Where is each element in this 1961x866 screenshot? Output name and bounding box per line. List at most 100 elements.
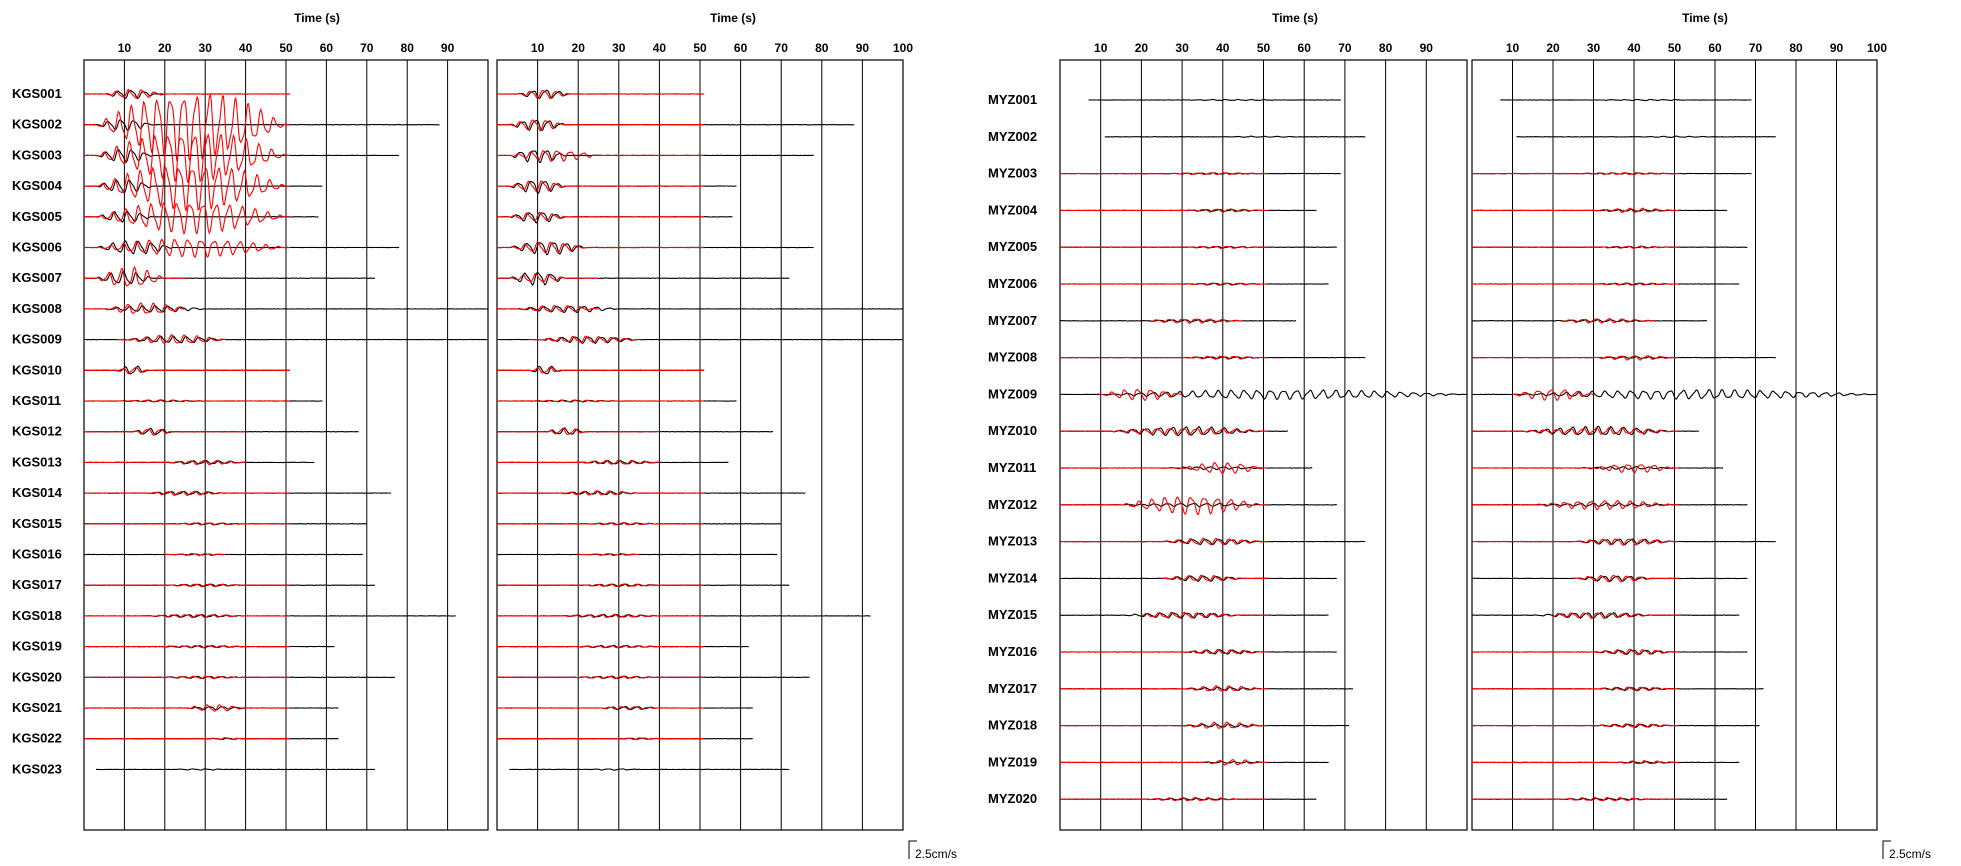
scale-label: 2.5cm/s	[915, 847, 957, 861]
observed-trace	[84, 335, 489, 344]
synthetic-trace	[84, 614, 290, 619]
observed-trace	[84, 240, 400, 255]
x-tick-label: 60	[1708, 41, 1722, 55]
observed-trace	[1059, 575, 1337, 582]
synthetic-trace	[1059, 537, 1268, 546]
synthetic-trace	[83, 399, 291, 403]
x-tick-label: 70	[775, 41, 789, 55]
x-tick-label: 80	[1789, 41, 1803, 55]
observed-trace	[496, 242, 814, 256]
station-label: MYZ007	[988, 313, 1037, 328]
synthetic-trace	[1471, 499, 1679, 511]
station-label: MYZ013	[988, 534, 1037, 549]
observed-trace	[1471, 319, 1707, 323]
station-label: KGS004	[12, 178, 63, 193]
x-tick-label: 70	[1749, 41, 1763, 55]
observed-trace	[1088, 98, 1341, 102]
x-tick-label: 50	[1668, 41, 1682, 55]
synthetic-trace	[1161, 574, 1268, 582]
observed-trace	[84, 304, 489, 313]
synthetic-trace	[1060, 685, 1268, 692]
synthetic-trace	[83, 522, 291, 526]
observed-trace	[1059, 612, 1329, 619]
synthetic-trace	[496, 150, 705, 162]
synthetic-trace	[1471, 723, 1679, 728]
x-tick-label: 50	[1257, 41, 1271, 55]
station-label: MYZ008	[988, 350, 1037, 365]
x-tick-label: 70	[360, 41, 374, 55]
synthetic-trace	[497, 272, 599, 283]
station-label: KGS009	[12, 332, 62, 347]
synthetic-trace	[497, 304, 599, 313]
station-label: KGS006	[12, 240, 62, 255]
panel-myz-left: Time (s) 10 20 30 40 50 60 70 80 90 MYZ001 MYZ002 MY…	[988, 11, 1468, 831]
station-label: KGS008	[12, 301, 62, 316]
synthetic-trace	[1471, 245, 1679, 249]
synthetic-trace	[1059, 355, 1268, 360]
synthetic-trace	[1471, 796, 1679, 802]
x-tick-label: 20	[158, 41, 172, 55]
observed-trace	[509, 768, 790, 771]
synthetic-trace	[83, 201, 291, 236]
station-label: MYZ017	[988, 681, 1037, 696]
x-tick-label: 60	[320, 41, 334, 55]
scale-bar	[1882, 840, 1891, 859]
panel-kgs-right: Time (s) 10 20 30 40 50 60 70 80 90 100 2.5cm/s	[496, 11, 957, 861]
station-label: MYZ020	[988, 791, 1037, 806]
x-tick-label: 50	[279, 41, 293, 55]
synthetic-trace	[1471, 355, 1679, 361]
synthetic-trace	[1573, 574, 1679, 583]
station-label: MYZ003	[988, 166, 1037, 181]
station-label: MYZ002	[988, 129, 1037, 144]
x-tick-label: 10	[118, 41, 132, 55]
synthetic-trace	[83, 94, 291, 163]
observed-trace	[1516, 135, 1776, 138]
station-label: MYZ005	[988, 239, 1037, 254]
station-label: KGS015	[12, 516, 62, 531]
station-label: KGS011	[12, 393, 61, 408]
station-label: KGS018	[12, 608, 62, 623]
synthetic-trace	[1472, 282, 1679, 286]
observed-trace	[83, 270, 376, 285]
x-axis-title: Time (s)	[294, 11, 340, 25]
x-tick-label: 90	[856, 41, 870, 55]
scale-label: 2.5cm/s	[1889, 847, 1931, 861]
synthetic-trace	[529, 335, 640, 344]
x-tick-label: 80	[1379, 41, 1393, 55]
synthetic-trace	[496, 737, 705, 741]
synthetic-trace	[84, 645, 291, 649]
synthetic-trace	[84, 133, 291, 183]
x-tick-label: 40	[1627, 41, 1641, 55]
synthetic-trace	[1472, 538, 1679, 546]
synthetic-trace	[83, 302, 186, 314]
synthetic-trace	[496, 706, 705, 711]
observed-trace	[96, 768, 375, 771]
station-label: KGS014	[12, 485, 63, 500]
synthetic-trace	[496, 490, 705, 496]
station-label: MYZ016	[988, 644, 1037, 659]
synthetic-trace	[83, 459, 246, 466]
x-tick-label: 100	[893, 41, 913, 55]
synthetic-trace	[84, 366, 290, 375]
observed-trace	[496, 305, 904, 314]
observed-trace	[496, 212, 733, 224]
station-label: KGS013	[12, 454, 62, 469]
synthetic-trace	[1059, 245, 1268, 249]
station-label: MYZ019	[988, 754, 1037, 769]
synthetic-trace	[84, 583, 290, 588]
station-label: KGS007	[12, 270, 62, 285]
observed-trace	[496, 150, 814, 164]
panel-myz-right: Time (s) 10 20 30 40 50 60 70 80 90 100 2.5cm/s	[1471, 11, 1931, 861]
station-label: KGS019	[12, 639, 62, 654]
panel-kgs-left: Time (s) 10 20 30 40 50 60 70 80 90 KGS001 KGS002 KG…	[12, 11, 489, 831]
synthetic-trace	[1471, 760, 1679, 765]
x-tick-label: 20	[572, 41, 586, 55]
x-axis-title: Time (s)	[1272, 11, 1318, 25]
synthetic-trace	[497, 119, 705, 132]
synthetic-trace	[1471, 686, 1679, 691]
observed-trace	[83, 210, 319, 223]
observed-trace	[1471, 388, 1877, 400]
x-tick-label: 30	[199, 41, 213, 55]
x-axis-title: Time (s)	[710, 11, 756, 25]
x-tick-label: 30	[1175, 41, 1189, 55]
